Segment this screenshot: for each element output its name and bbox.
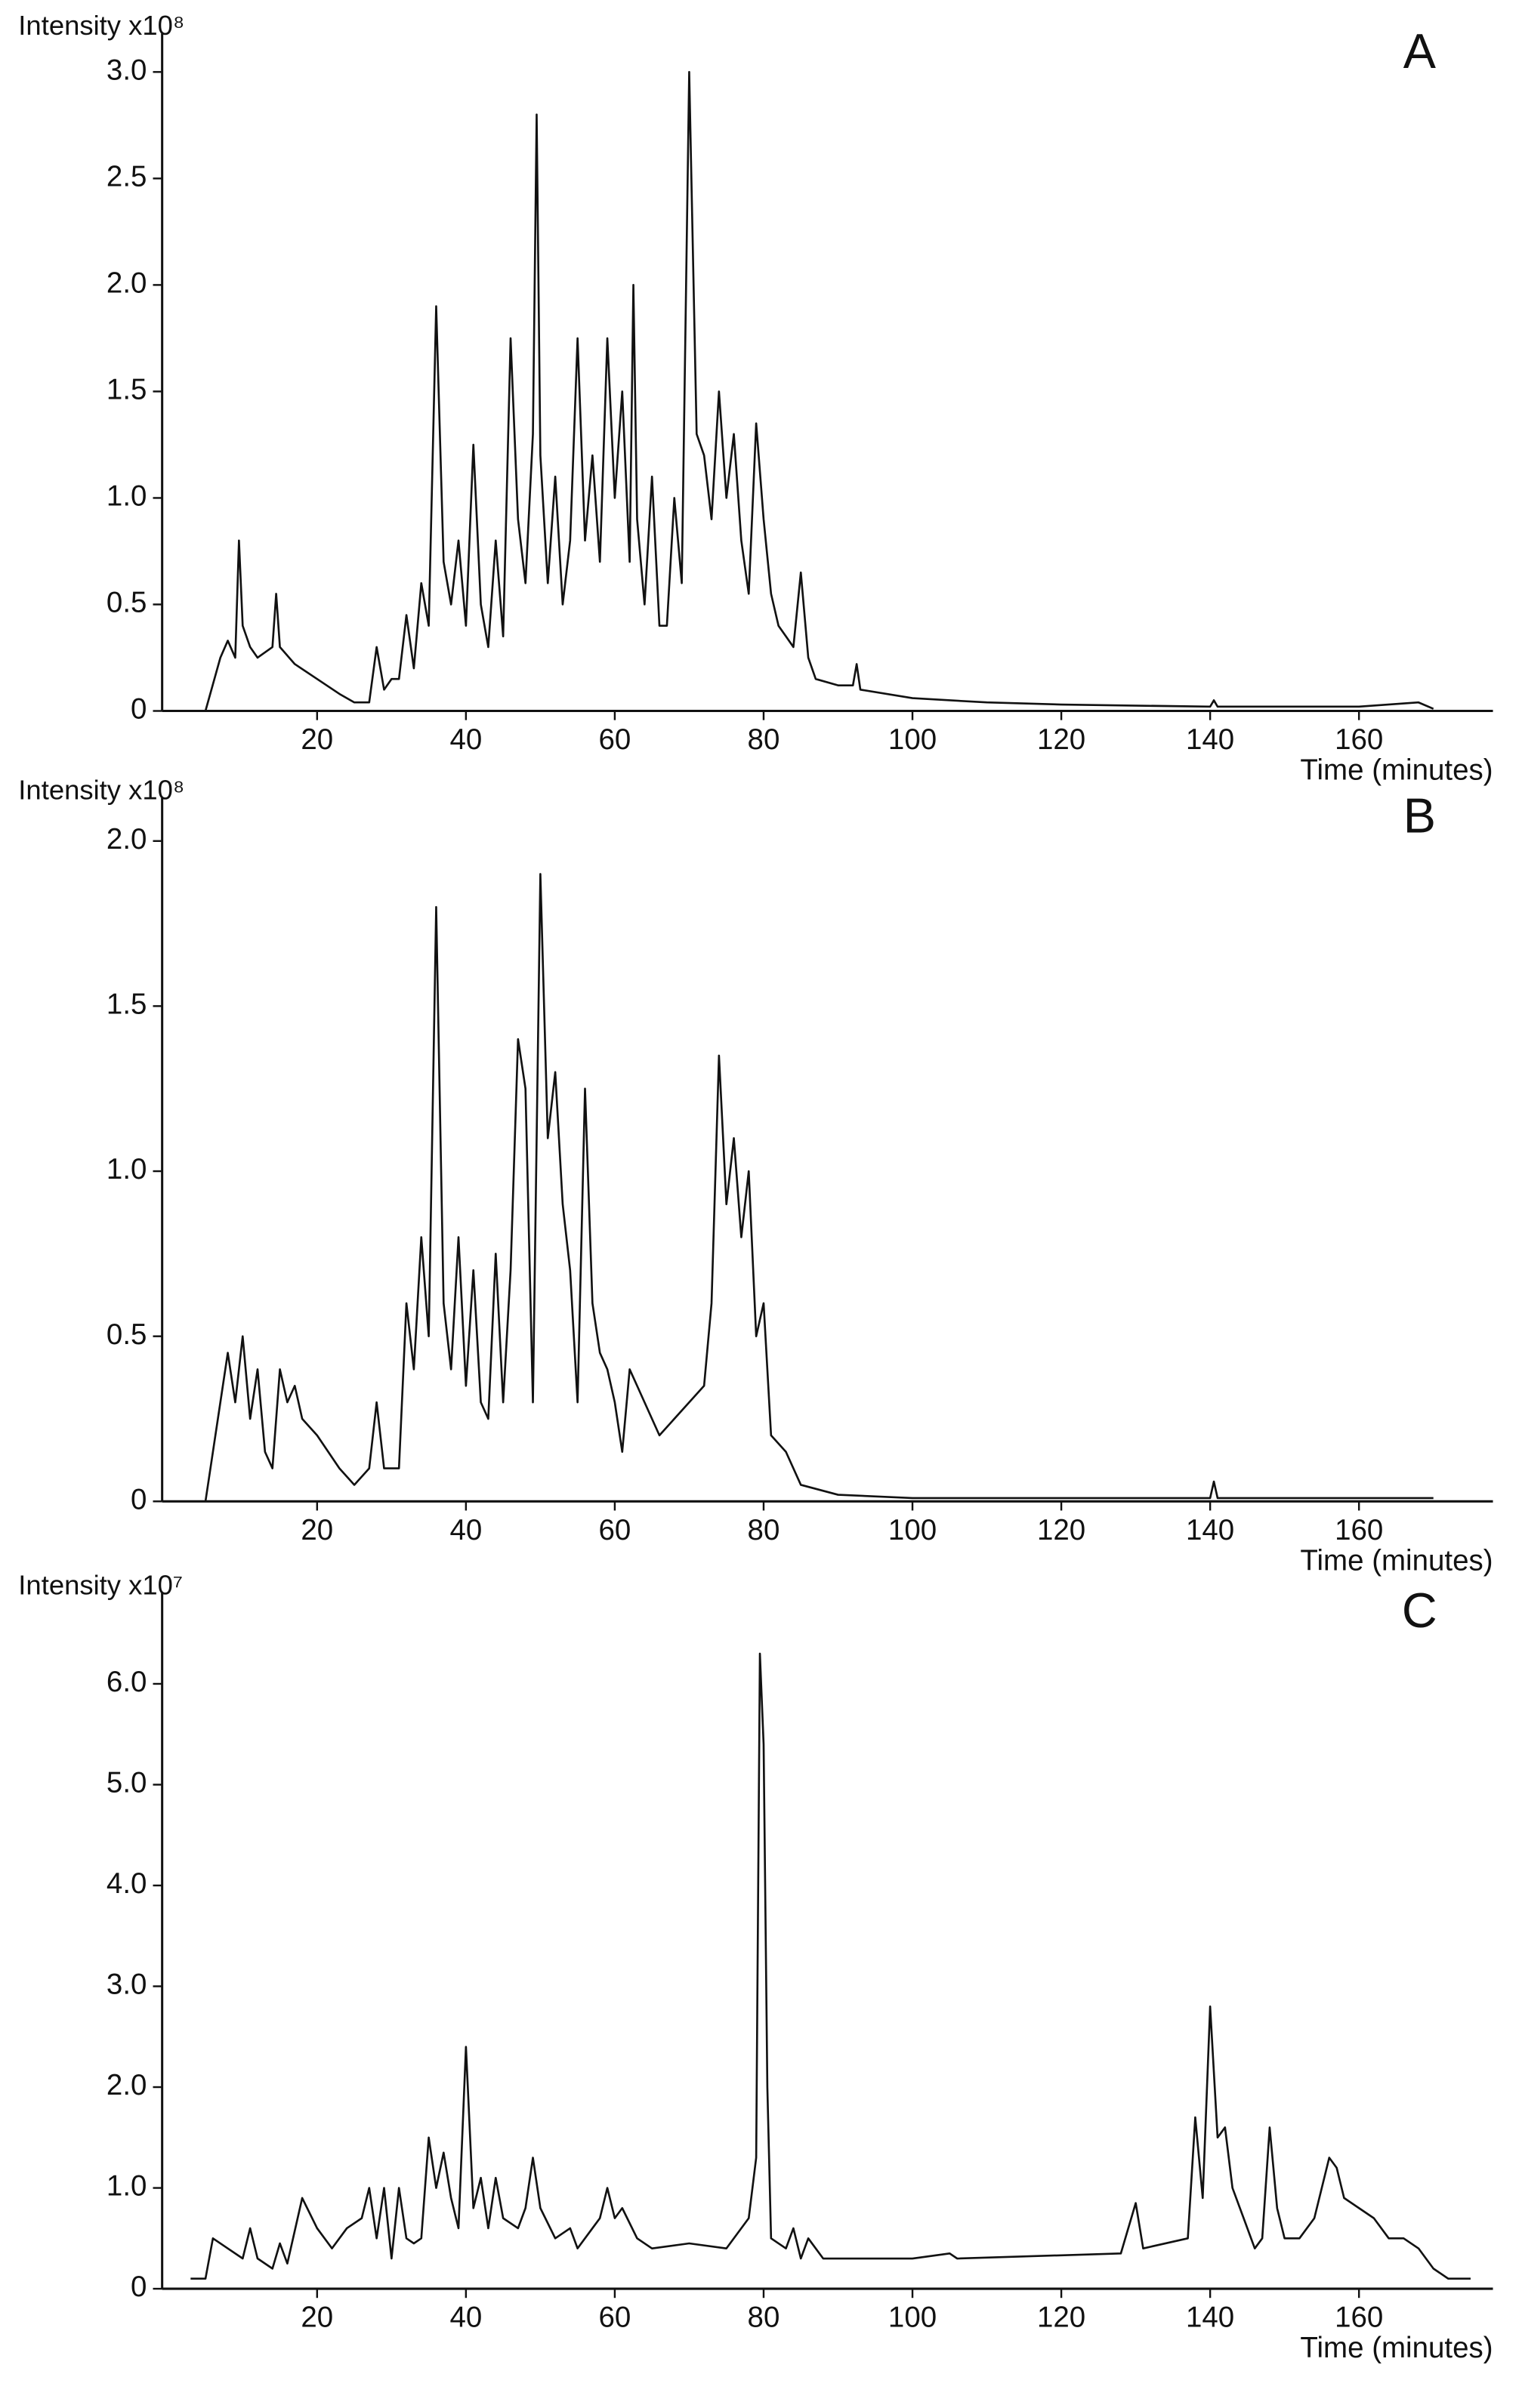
y-tick-label: 3.0 <box>107 54 147 86</box>
x-axis-label: Time (minutes) <box>1300 754 1493 787</box>
x-tick-label: 60 <box>599 723 631 756</box>
y-tick-label: 5.0 <box>107 1767 147 1799</box>
y-tick-label: 0 <box>131 1483 147 1515</box>
x-tick-label: 40 <box>449 2302 482 2334</box>
y-tick-label: 2.5 <box>107 161 147 193</box>
x-tick-label: 140 <box>1186 723 1234 756</box>
x-tick-label: 100 <box>888 1514 937 1546</box>
y-tick-label: 0 <box>131 693 147 726</box>
x-tick-label: 140 <box>1186 2302 1234 2334</box>
x-tick-label: 80 <box>748 2302 780 2334</box>
x-tick-label: 40 <box>449 723 482 756</box>
x-tick-label: 40 <box>449 1514 482 1546</box>
x-tick-label: 80 <box>748 1514 780 1546</box>
panel-label: A <box>1403 23 1437 79</box>
x-tick-label: 20 <box>301 723 333 756</box>
panel-label: C <box>1402 1583 1437 1638</box>
y-tick-label: 2.0 <box>107 2069 147 2101</box>
y-tick-label: 0.5 <box>107 1318 147 1351</box>
x-tick-label: 60 <box>599 1514 631 1546</box>
y-axis-label: Intensity x10⁸ <box>18 10 184 41</box>
x-tick-label: 100 <box>888 2302 937 2334</box>
y-tick-label: 1.5 <box>107 374 147 406</box>
x-tick-label: 100 <box>888 723 937 756</box>
y-tick-label: 1.0 <box>107 2170 147 2203</box>
x-tick-label: 160 <box>1335 723 1383 756</box>
y-tick-label: 0 <box>131 2271 147 2303</box>
y-tick-label: 1.5 <box>107 988 147 1021</box>
x-tick-label: 160 <box>1335 2302 1383 2334</box>
x-tick-label: 140 <box>1186 1514 1234 1546</box>
y-axis-label: Intensity x10⁷ <box>18 1569 183 1600</box>
x-axis-label: Time (minutes) <box>1300 1544 1493 1577</box>
x-tick-label: 120 <box>1037 1514 1085 1546</box>
x-axis-label: Time (minutes) <box>1300 2332 1493 2364</box>
x-tick-label: 80 <box>748 723 780 756</box>
y-tick-label: 2.0 <box>107 823 147 856</box>
y-axis-label: Intensity x10⁸ <box>18 774 184 805</box>
x-tick-label: 160 <box>1335 1514 1383 1546</box>
y-tick-label: 6.0 <box>107 1666 147 1698</box>
chromatogram-line <box>190 1652 1471 2280</box>
y-tick-label: 1.0 <box>107 1153 147 1186</box>
chromatogram-line <box>204 71 1434 711</box>
panel-label: B <box>1403 788 1436 843</box>
x-tick-label: 120 <box>1037 2302 1085 2334</box>
y-tick-label: 2.0 <box>107 267 147 300</box>
x-tick-label: 20 <box>301 1514 333 1546</box>
y-tick-label: 1.0 <box>107 480 147 513</box>
chromatogram-line <box>204 873 1434 1502</box>
x-tick-label: 20 <box>301 2302 333 2334</box>
y-tick-label: 0.5 <box>107 587 147 619</box>
x-tick-label: 60 <box>599 2302 631 2334</box>
y-tick-label: 3.0 <box>107 1969 147 2001</box>
x-tick-label: 120 <box>1037 723 1085 756</box>
y-tick-label: 4.0 <box>107 1867 147 1900</box>
